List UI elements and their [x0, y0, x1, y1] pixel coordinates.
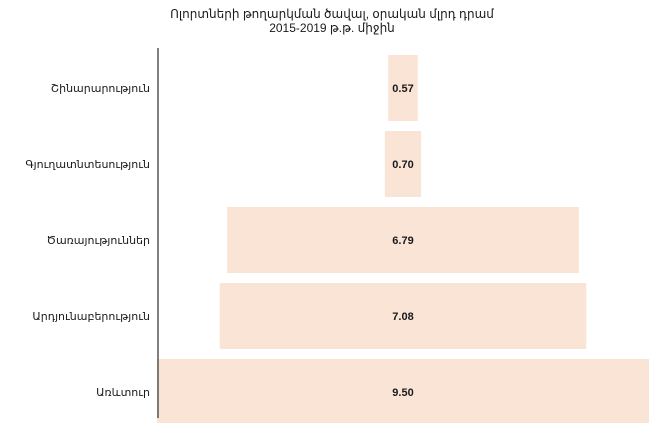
bar-2	[384, 131, 422, 197]
category-label-1: Շինարարություն	[51, 83, 150, 95]
label-group: 0.57 Շինարարություն 0.70 Գյուղատնտեսություն…	[25, 83, 413, 399]
value-label-1: 0.57	[392, 83, 413, 95]
chart-title: Ոլորտների թողարկման ծավալ, օրական մլրդ դ…	[170, 7, 494, 21]
value-label-5: 9.50	[392, 387, 413, 399]
bar-4	[219, 283, 587, 349]
category-label-4: Արդյունաբերություն	[32, 311, 150, 323]
bar-1	[388, 55, 418, 121]
bar-5	[157, 359, 649, 423]
bar-group	[157, 55, 649, 423]
value-label-2: 0.70	[392, 159, 413, 171]
bar-3	[227, 207, 579, 273]
category-label-3: Ծառայություններ	[46, 235, 150, 247]
chart-subtitle: 2015-2019 թ.թ. միջին	[269, 21, 395, 35]
value-label-4: 7.08	[392, 311, 413, 323]
chart-title-block: Ոլորտների թողարկման ծավալ, օրական մլրդ դ…	[0, 7, 664, 35]
category-label-2: Գյուղատնտեսություն	[25, 159, 150, 171]
value-label-3: 6.79	[392, 235, 413, 247]
category-label-5: Առևտուր	[96, 387, 150, 399]
